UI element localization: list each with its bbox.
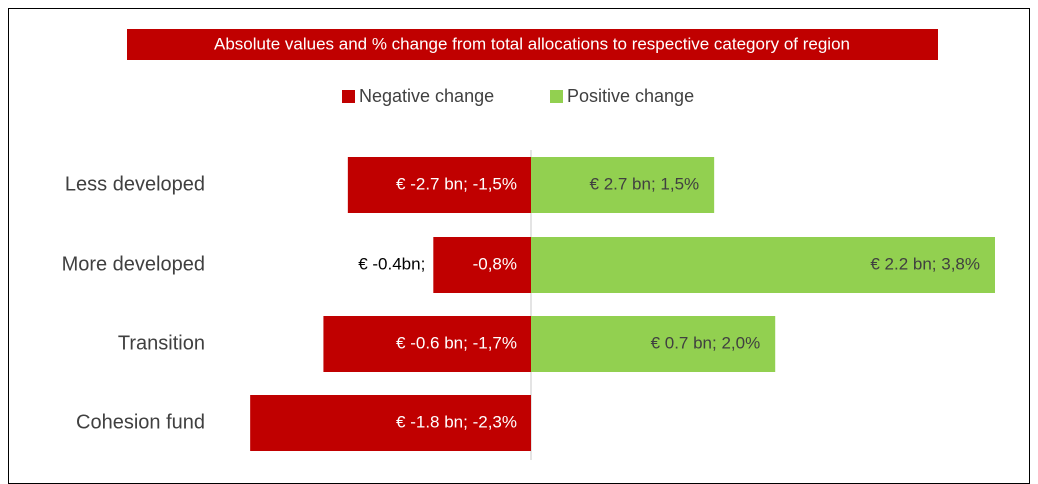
category-label: Less developed	[65, 173, 205, 195]
bar	[323, 316, 531, 372]
value-label: € 2.7 bn; 1,5%	[590, 174, 700, 193]
value-label: -0,8%	[473, 254, 517, 273]
category-label: Cohesion fund	[76, 411, 205, 433]
legend-swatch	[342, 90, 355, 103]
legend-swatch	[550, 90, 563, 103]
value-label: € -0.6 bn; -1,7%	[396, 333, 517, 352]
value-label: € 0.7 bn; 2,0%	[651, 333, 761, 352]
category-label: Transition	[118, 332, 205, 354]
legend-label: Negative change	[359, 86, 494, 106]
bar	[531, 316, 776, 372]
value-label: € -2.7 bn; -1,5%	[396, 174, 517, 193]
category-label: More developed	[62, 253, 205, 275]
value-label: € 2.2 bn; 3,8%	[870, 254, 980, 273]
bar	[531, 157, 715, 213]
value-label: € -0.4bn;	[358, 254, 425, 273]
value-label: € -1.8 bn; -2,3%	[396, 412, 517, 431]
bar	[433, 237, 531, 293]
chart-title: Absolute values and % change from total …	[214, 34, 850, 53]
bar	[250, 395, 531, 451]
bar	[531, 237, 995, 293]
title-box	[127, 29, 938, 60]
legend-label: Positive change	[567, 86, 694, 106]
bar	[347, 157, 531, 213]
